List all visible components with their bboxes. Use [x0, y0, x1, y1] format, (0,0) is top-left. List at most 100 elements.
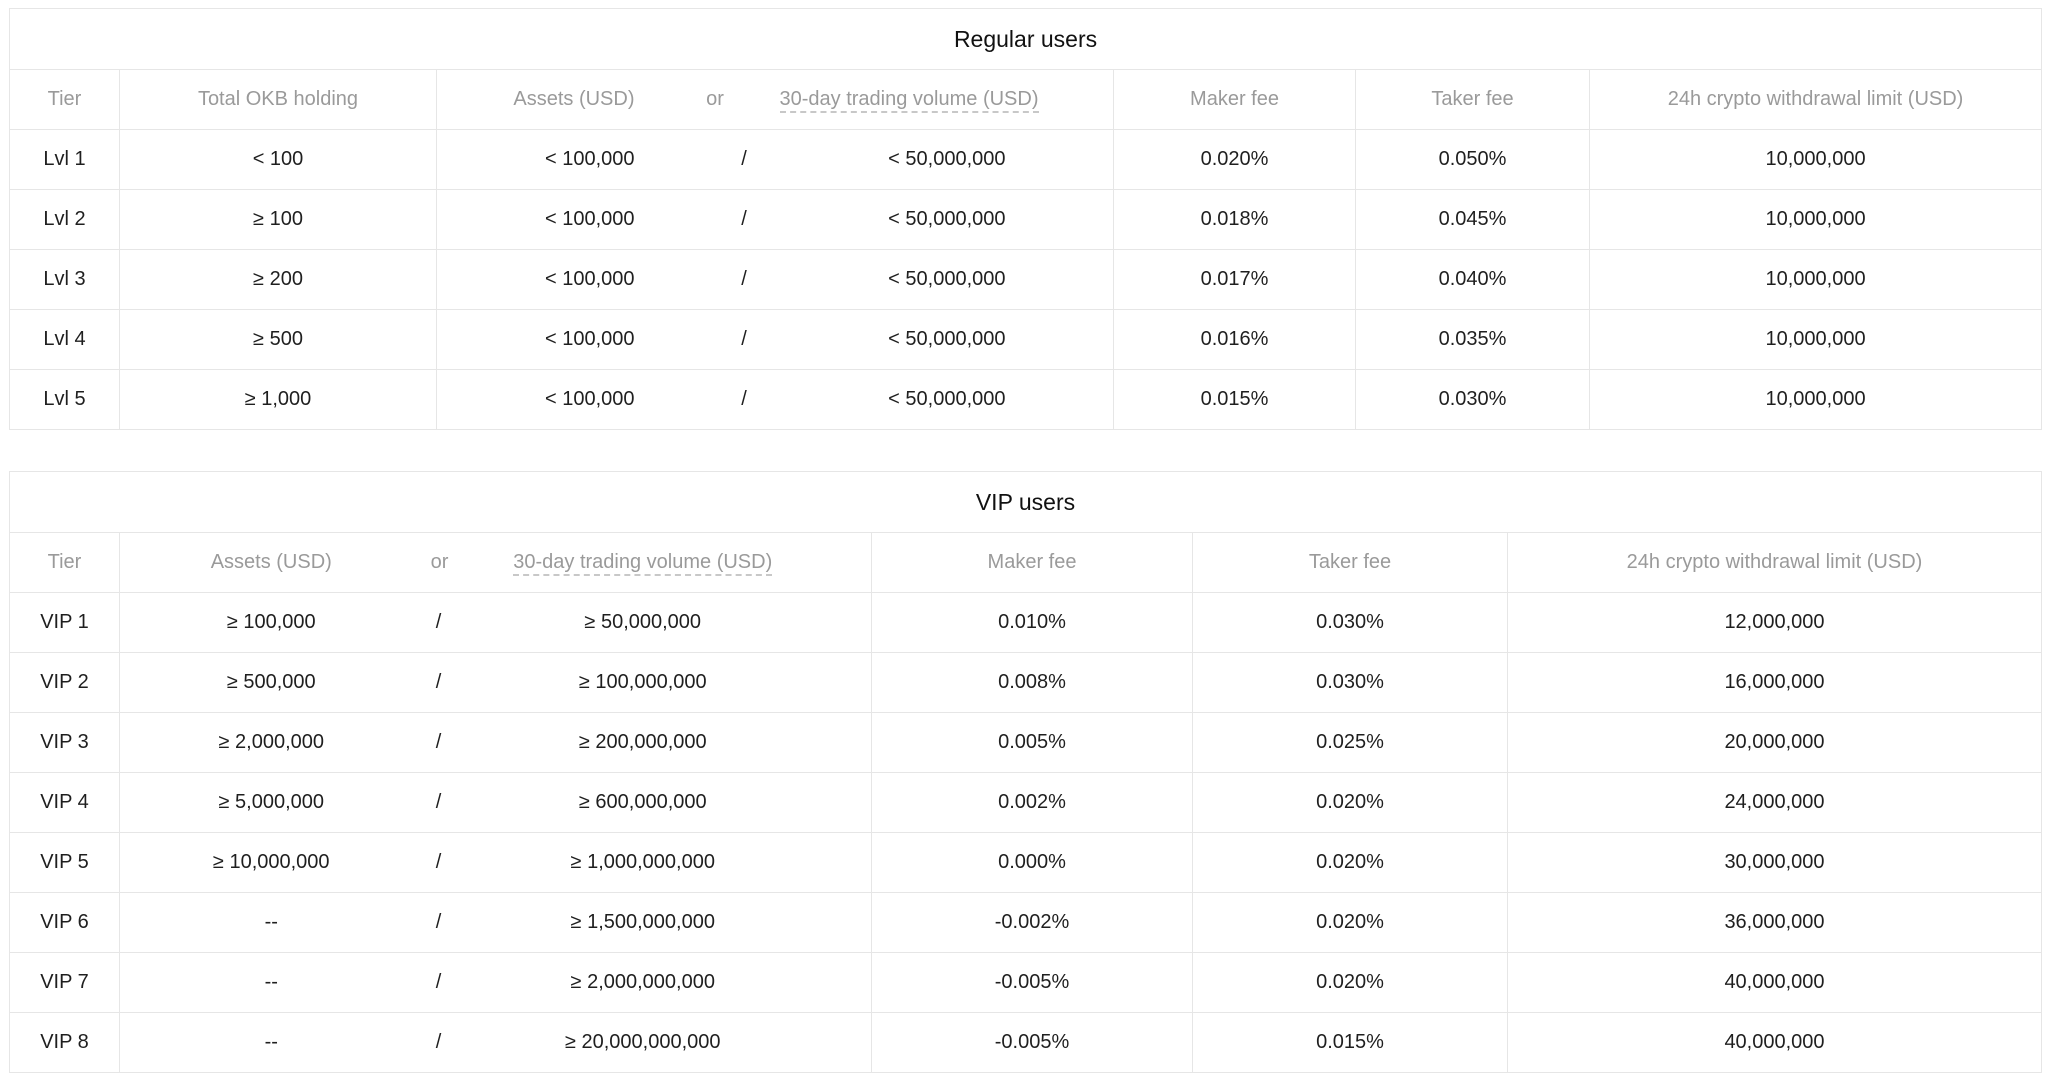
separator-cell: / — [422, 772, 475, 833]
assets-cell: -- — [119, 1012, 423, 1073]
separator-cell-text: / — [741, 208, 747, 230]
maker-fee-cell: 0.010% — [871, 592, 1193, 653]
tier-cell: VIP 2 — [9, 652, 120, 713]
trading-volume-cell: < 50,000,000 — [849, 129, 1114, 190]
trading-volume-cell: < 50,000,000 — [849, 189, 1114, 250]
trading-volume-cell: < 50,000,000 — [849, 249, 1114, 310]
header-or-text: or — [706, 88, 724, 110]
table-row: VIP 8 -- / ≥ 20,000,000,000 -0.005% 0.015% 40,… — [9, 1012, 2042, 1073]
separator-cell-text: / — [435, 731, 442, 753]
maker-fee-cell: 0.017% — [1113, 249, 1356, 310]
trading-volume-cell: ≥ 50,000,000 — [474, 592, 872, 653]
maker-fee-cell: -0.002% — [871, 892, 1193, 953]
assets-cell: < 100,000 — [436, 309, 645, 370]
separator-cell: / — [422, 832, 475, 893]
maker-fee-cell: -0.005% — [871, 952, 1193, 1013]
trading-volume-cell-text: < 50,000,000 — [888, 208, 1006, 230]
separator-cell-text: / — [741, 388, 747, 410]
taker-fee-cell: 0.020% — [1192, 892, 1508, 953]
taker-fee-cell: 0.045% — [1355, 189, 1590, 250]
table-row: Lvl 3 ≥ 200 < 100,000 / < 50,000,000 0.017% 0.… — [9, 249, 2043, 310]
separator-cell: / — [422, 952, 475, 1013]
regular-title-row: Regular users — [8, 8, 2043, 70]
table-row: VIP 6 -- / ≥ 1,500,000,000 -0.002% 0.020% 36,0… — [9, 892, 2042, 953]
taker-fee-cell: 0.020% — [1192, 832, 1508, 893]
separator-cell: / — [644, 369, 850, 430]
okb-holding-cell: ≥ 200 — [119, 249, 437, 310]
regular-table-title: Regular users — [8, 8, 2043, 70]
separator-cell: / — [644, 189, 850, 250]
vip-table-title: VIP users — [9, 471, 2042, 533]
tier-cell: VIP 6 — [9, 892, 120, 953]
assets-cell: -- — [119, 892, 423, 953]
header-or-text: or — [430, 551, 449, 573]
maker-fee-cell: 0.008% — [871, 652, 1193, 713]
assets-cell: < 100,000 — [436, 369, 645, 430]
trading-volume-tooltip-label[interactable]: 30-day trading volume (USD) — [779, 88, 1039, 113]
assets-cell: ≥ 2,000,000 — [119, 712, 423, 773]
trading-volume-cell: ≥ 200,000,000 — [474, 712, 872, 773]
maker-fee-cell: 0.020% — [1113, 129, 1356, 190]
table-row: VIP 1 ≥ 100,000 / ≥ 50,000,000 0.010% 0.030% 1… — [9, 592, 2042, 653]
assets-cell: < 100,000 — [436, 129, 645, 190]
withdrawal-limit-cell: 36,000,000 — [1507, 892, 2042, 953]
trading-volume-cell: < 50,000,000 — [849, 369, 1114, 430]
maker-fee-cell: 0.018% — [1113, 189, 1356, 250]
header-or: or — [644, 69, 850, 130]
taker-fee-cell: 0.030% — [1192, 652, 1508, 713]
header-taker-fee: Taker fee — [1355, 69, 1590, 130]
table-row: Lvl 2 ≥ 100 < 100,000 / < 50,000,000 0.018% 0.… — [9, 189, 2043, 250]
taker-fee-cell: 0.030% — [1192, 592, 1508, 653]
trading-volume-cell-text: ≥ 600,000,000 — [578, 791, 707, 813]
maker-fee-cell: -0.005% — [871, 1012, 1193, 1073]
assets-cell: ≥ 10,000,000 — [119, 832, 423, 893]
regular-users-table: Regular users Tier Total OKB holding Ass… — [8, 8, 2043, 430]
trading-volume-cell-text: ≥ 20,000,000,000 — [564, 1031, 721, 1053]
header-tier: Tier — [9, 532, 120, 593]
withdrawal-limit-cell: 24,000,000 — [1507, 772, 2042, 833]
separator-cell: / — [422, 892, 475, 953]
tier-cell: VIP 1 — [9, 592, 120, 653]
tier-cell: Lvl 2 — [9, 189, 120, 250]
header-or: or — [422, 532, 475, 593]
regular-table-body: Lvl 1 < 100 < 100,000/< 50,000,000 0.020% 0.… — [9, 129, 2043, 430]
header-trading-volume[interactable]: 30-day trading volume (USD) — [779, 69, 1114, 130]
trading-volume-cell-text: ≥ 1,500,000,000 — [570, 911, 715, 933]
header-trading-volume[interactable]: 30-day trading volume (USD) — [474, 532, 872, 593]
separator-cell: / — [422, 712, 475, 773]
withdrawal-limit-cell: 16,000,000 — [1507, 652, 2042, 713]
header-tier: Tier — [9, 69, 120, 130]
header-taker-fee: Taker fee — [1192, 532, 1508, 593]
maker-fee-cell: 0.016% — [1113, 309, 1356, 370]
table-row: VIP 4 ≥ 5,000,000 / ≥ 600,000,000 0.002% 0.02… — [9, 772, 2042, 833]
separator-cell: / — [422, 592, 475, 653]
assets-cell: < 100,000 — [436, 249, 645, 310]
separator-cell-text: / — [435, 911, 442, 933]
tier-cell: Lvl 5 — [9, 369, 120, 430]
taker-fee-cell: 0.020% — [1192, 772, 1508, 833]
trading-volume-cell-text: ≥ 100,000,000 — [578, 671, 707, 693]
table-row: VIP 2 ≥ 500,000 / ≥ 100,000,000 0.008% 0.030%… — [9, 652, 2042, 713]
trading-volume-cell-text: < 50,000,000 — [888, 388, 1006, 410]
assets-cell: ≥ 500,000 — [119, 652, 423, 713]
separator-cell-text: / — [435, 1031, 442, 1053]
trading-volume-tooltip-label[interactable]: 30-day trading volume (USD) — [513, 551, 773, 576]
separator-cell-text: / — [435, 791, 442, 813]
trading-volume-cell-text: < 50,000,000 — [888, 148, 1006, 170]
vip-title-row: VIP users — [9, 471, 2042, 533]
trading-volume-cell: < 50,000,000 — [849, 309, 1114, 370]
withdrawal-limit-cell: 10,000,000 — [1588, 369, 2043, 430]
separator-cell-text: / — [741, 328, 747, 350]
okb-holding-cell: ≥ 100 — [119, 189, 437, 250]
trading-volume-cell-text: ≥ 2,000,000,000 — [570, 971, 715, 993]
tier-cell: VIP 5 — [9, 832, 120, 893]
separator-cell: / — [422, 652, 475, 713]
withdrawal-limit-cell: 10,000,000 — [1588, 309, 2043, 370]
trading-volume-cell: ≥ 100,000,000 — [474, 652, 872, 713]
separator-cell-text: / — [435, 851, 442, 873]
header-withdrawal-limit: 24h crypto withdrawal limit (USD) — [1588, 69, 2043, 130]
tier-cell: VIP 3 — [9, 712, 120, 773]
separator-cell-text: / — [435, 611, 442, 633]
withdrawal-limit-cell: 30,000,000 — [1507, 832, 2042, 893]
